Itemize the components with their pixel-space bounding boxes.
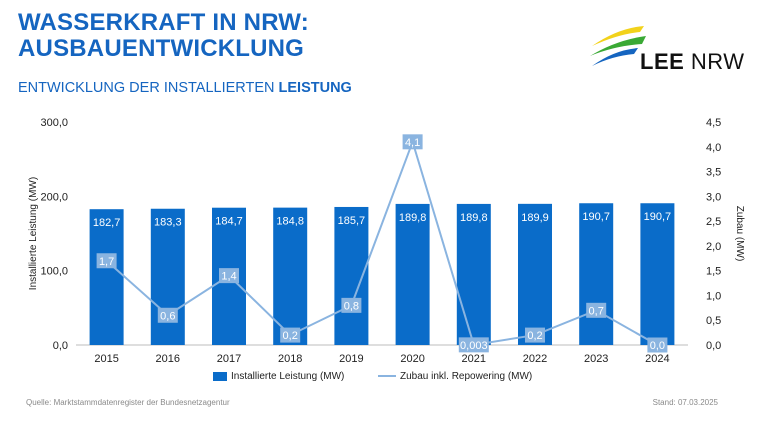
y2-tick-label: 4,0 — [706, 142, 721, 154]
line-value-label: 0,6 — [160, 310, 175, 322]
y-tick-label: 0,0 — [53, 340, 68, 352]
legend-line-label: Zubau inkl. Repowering (MW) — [400, 371, 533, 382]
lee-nrw-logo-icon — [590, 26, 646, 66]
line-point-marker — [280, 327, 301, 343]
y2-tick-label: 4,5 — [706, 117, 721, 129]
line-value-label: 0,0 — [650, 340, 665, 352]
y-tick-label: 200,0 — [40, 191, 68, 203]
line-point-marker — [525, 327, 545, 343]
line-point-marker — [157, 307, 178, 323]
bar — [579, 203, 614, 345]
bar — [273, 207, 308, 345]
legend-item-line: Zubau inkl. Repowering (MW) — [378, 371, 532, 382]
title-line-1: WASSERKRAFT IN NRW: — [18, 9, 309, 36]
bar — [456, 203, 491, 345]
line-value-label: 0,2 — [283, 330, 298, 342]
line-value-label: 4,1 — [405, 137, 420, 149]
y2-axis-title: Zubau (MW) — [734, 206, 745, 262]
logo-text-bold: LEE — [640, 49, 685, 74]
bar — [518, 203, 552, 345]
y2-tick-label: 2,0 — [706, 241, 721, 253]
y2-tick-label: 3,5 — [706, 167, 721, 179]
x-tick-label: 2016 — [156, 353, 180, 365]
page-subtitle: ENTWICKLUNG DER INSTALLIERTEN LEISTUNG — [18, 80, 352, 96]
bar-value-label: 183,3 — [154, 217, 182, 229]
logo-swoosh-yellow — [592, 26, 644, 46]
bar-value-label: 184,7 — [215, 216, 243, 228]
line-value-label: 0,003 — [460, 340, 488, 352]
line-point-marker — [341, 297, 362, 313]
x-tick-label: 2022 — [523, 353, 547, 365]
bar — [89, 209, 124, 345]
y2-tick-label: 0,0 — [706, 340, 721, 352]
y-tick-label: 300,0 — [40, 117, 68, 129]
bar-value-label: 185,7 — [338, 215, 366, 227]
x-tick-label: 2020 — [400, 353, 424, 365]
y2-tick-label: 2,5 — [706, 216, 721, 228]
bar-value-label: 189,9 — [521, 212, 549, 224]
y-tick-label: 100,0 — [40, 266, 68, 278]
x-tick-label: 2023 — [584, 353, 608, 365]
line-value-label: 0,2 — [527, 330, 542, 342]
x-tick-label: 2021 — [462, 353, 486, 365]
bar — [150, 208, 185, 345]
date-note: Stand: 07.03.2025 — [652, 398, 718, 407]
x-tick-label: 2015 — [94, 353, 118, 365]
source-note: Quelle: Marktstammdatenregister der Bund… — [26, 398, 230, 407]
bar-value-label: 190,7 — [644, 211, 672, 223]
subtitle-bold: LEISTUNG — [278, 80, 352, 96]
bar-value-label: 184,8 — [276, 216, 304, 228]
logo-swoosh-green — [590, 36, 646, 56]
x-tick-label: 2019 — [339, 353, 363, 365]
legend-bar-swatch — [213, 371, 227, 381]
line-point-marker — [647, 337, 668, 353]
bar-value-label: 190,7 — [582, 211, 610, 223]
line-point-marker — [96, 253, 117, 269]
bar — [640, 203, 675, 345]
bar-value-label: 182,7 — [93, 217, 121, 229]
line-series — [105, 138, 658, 346]
subtitle-prefix: ENTWICKLUNG DER INSTALLIERTEN — [18, 80, 279, 96]
line-value-label: 0,7 — [589, 305, 604, 317]
line-value-label: 0,8 — [344, 300, 359, 312]
y2-tick-label: 3,0 — [706, 191, 721, 203]
legend-bar-label: Installierte Leistung (MW) — [231, 371, 345, 382]
y2-tick-label: 0,5 — [706, 315, 721, 327]
bar-value-label: 189,8 — [460, 212, 488, 224]
line-point-marker — [402, 134, 423, 150]
bar-value-label: 189,8 — [399, 212, 427, 224]
title-line-2: AUSBAUENTWICKLUNG — [18, 35, 305, 62]
logo-text-regular: NRW — [684, 49, 745, 74]
y2-tick-label: 1,0 — [706, 290, 721, 302]
logo-text: LEE NRW — [640, 49, 745, 75]
legend-line-swatch — [378, 375, 396, 378]
bar — [395, 203, 430, 345]
legend-item-bars: Installierte Leistung (MW) — [213, 371, 344, 382]
line-value-label: 1,4 — [221, 271, 236, 283]
y-axis-title: Installierte Leistung (MW) — [28, 177, 39, 290]
x-tick-label: 2017 — [217, 353, 241, 365]
logo-swoosh-blue — [592, 48, 638, 66]
line-point-marker — [586, 302, 607, 318]
page-title: WASSERKRAFT IN NRW: AUSBAUENTWICKLUNG — [18, 10, 309, 62]
x-tick-label: 2024 — [645, 353, 669, 365]
line-point-marker — [219, 268, 239, 284]
line-value-label: 1,7 — [99, 256, 114, 268]
y2-tick-label: 1,5 — [706, 266, 721, 278]
x-tick-label: 2018 — [278, 353, 302, 365]
line-point-marker — [458, 337, 489, 353]
